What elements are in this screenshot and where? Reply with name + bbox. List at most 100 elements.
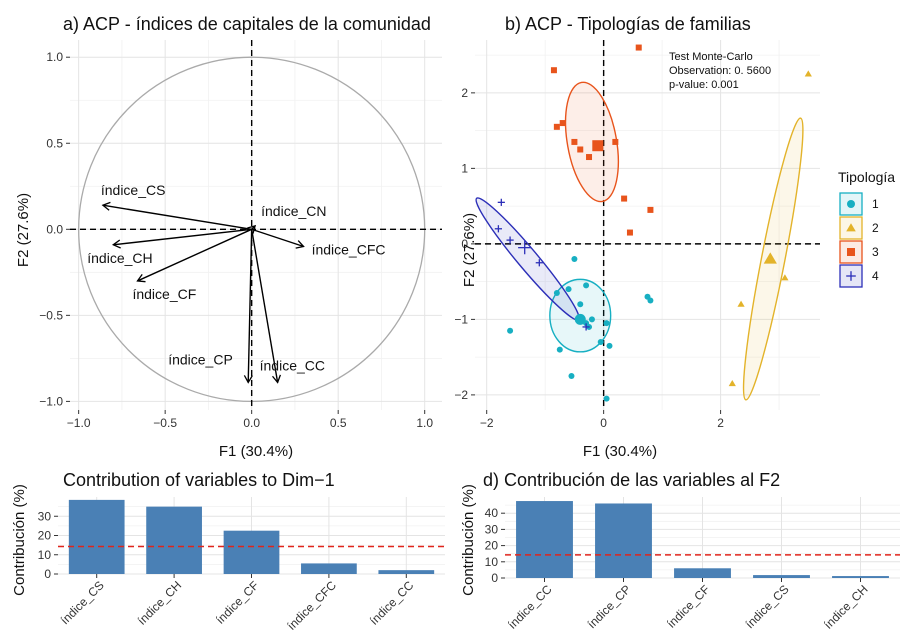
vector-label: índice_CH (87, 250, 152, 266)
vector-label: índice_CF (132, 286, 196, 302)
point-tipologia-1 (568, 373, 575, 380)
panel-a-title: a) ACP - índices de capitales de la comu… (63, 14, 431, 34)
bar-índice_CP (595, 503, 652, 578)
x-tick-label: −2 (480, 416, 494, 430)
x-tick-label: índice_CS (58, 578, 107, 627)
point-tipologia-1 (603, 320, 610, 327)
bar-índice_CH (146, 506, 202, 574)
panel-c-plot: 0 10 20 30 índice_CS índice_CH índice_CF índice… (38, 497, 445, 632)
y-tick-label: 30 (485, 522, 499, 536)
y-tick-label: 0 (461, 237, 468, 251)
bar-índice_CS (68, 499, 125, 574)
bar-índice_CF (674, 568, 731, 578)
y-tick-label: 1.0 (46, 50, 63, 64)
bar-índice_CC (378, 570, 435, 574)
point-tipologia-3 (559, 120, 566, 127)
point-tipologia-3 (626, 229, 633, 236)
point-tipologia-3 (612, 138, 619, 145)
x-tick-label: 1.0 (416, 416, 433, 430)
y-tick-label: 10 (38, 548, 52, 562)
point-tipologia-4 (535, 259, 543, 267)
panel-d-plot: 0 10 20 30 40 índice_CC índice_CP índice_CF índi… (485, 497, 900, 632)
point-tipologia-2 (781, 274, 789, 281)
point-tipologia-1 (553, 289, 560, 296)
point-tipologia-1 (571, 255, 578, 262)
annotation-line-3: p-value: 0.001 (669, 79, 739, 91)
centroid-tipologia-4 (518, 241, 532, 255)
point-tipologia-4 (497, 198, 505, 206)
panel-b-legend: Tipología 1 2 3 4 (838, 169, 895, 288)
point-tipologia-2 (728, 379, 736, 387)
bar-índice_CH (832, 576, 889, 578)
point-tipologia-3 (577, 146, 584, 153)
centroid-tipologia-1 (574, 313, 586, 325)
y-tick-label: 30 (38, 509, 52, 523)
y-tick-label: 1 (461, 161, 468, 175)
x-tick-label: 0 (600, 416, 607, 430)
panel-a-xlabel: F1 (30.4%) (219, 443, 293, 460)
panel-b-plot: −2 0 2 2 1 0 −1 −2 (454, 40, 820, 430)
x-tick-label: índice_CS (743, 582, 792, 631)
point-tipologia-4 (582, 323, 590, 331)
y-tick-label: −1 (454, 312, 468, 326)
point-tipologia-3 (621, 195, 628, 202)
point-tipologia-4 (506, 236, 514, 244)
y-tick-label: 0.5 (46, 136, 63, 150)
y-tick-label: 2 (461, 86, 468, 100)
point-tipologia-3 (586, 154, 593, 161)
legend-label-4: 4 (872, 269, 879, 283)
vector-arrow (250, 229, 282, 384)
panel-c-ylabel: Contribución (%) (11, 484, 28, 596)
bar-índice_CS (753, 575, 810, 578)
x-tick-label: índice_CH (821, 582, 871, 632)
legend-symbol-2 (846, 223, 856, 232)
vector-label: índice_CC (260, 357, 325, 373)
point-tipologia-1 (603, 395, 610, 402)
point-tipologia-3 (571, 138, 578, 145)
point-tipologia-3 (635, 44, 642, 51)
vector-arrow (247, 224, 257, 234)
panel-b-xlabel: F1 (30.4%) (583, 443, 657, 460)
x-tick-label: índice_CF (213, 578, 262, 627)
x-tick-label: índice_CF (664, 582, 713, 631)
vector-arrow (243, 229, 253, 384)
legend-symbol-4 (846, 271, 856, 281)
legend-label-3: 3 (872, 245, 879, 259)
x-tick-label: 0.0 (243, 416, 260, 430)
panel-a-ylabel: F2 (27.6%) (15, 193, 32, 267)
x-tick-label: −0.5 (153, 416, 177, 430)
vector-label: índice_CS (101, 182, 166, 198)
point-tipologia-1 (597, 339, 604, 346)
point-tipologia-4 (494, 225, 502, 233)
panel-b-title: b) ACP - Tipologías de familias (505, 14, 751, 34)
x-tick-label: 2 (717, 416, 724, 430)
x-tick-label: índice_CP (585, 582, 634, 631)
centroid-tipologia-3 (592, 140, 604, 152)
bar-índice_CC (516, 501, 573, 578)
vector-arrow (136, 228, 252, 283)
panel-c-title: Contribution of variables to Dim−1 (63, 470, 335, 490)
point-tipologia-2 (737, 300, 745, 307)
annotation-line-1: Test Monte-Carlo (669, 51, 753, 63)
panel-d-title: d) Contribución de las variables al F2 (483, 470, 780, 490)
vector-arrow (101, 201, 252, 230)
x-tick-label: 0.5 (330, 416, 347, 430)
point-tipologia-3 (553, 123, 560, 130)
y-tick-label: −0.5 (39, 308, 63, 322)
panel-d-ylabel: Contribución (%) (460, 484, 477, 596)
point-tipologia-2 (804, 70, 812, 77)
point-tipologia-1 (588, 316, 595, 323)
vector-label: índice_CFC (312, 242, 386, 258)
vector-label: índice_CP (168, 351, 233, 367)
y-tick-label: 0 (44, 567, 51, 581)
vector-arrow (111, 228, 252, 249)
y-tick-label: −1.0 (39, 394, 63, 408)
x-tick-label: índice_CC (367, 578, 417, 628)
legend-symbol-3 (847, 248, 855, 256)
point-tipologia-1 (606, 342, 613, 349)
point-tipologia-1 (577, 301, 584, 308)
point-tipologia-1 (565, 286, 572, 293)
x-tick-label: índice_CH (135, 578, 185, 628)
y-tick-label: 20 (38, 529, 52, 543)
